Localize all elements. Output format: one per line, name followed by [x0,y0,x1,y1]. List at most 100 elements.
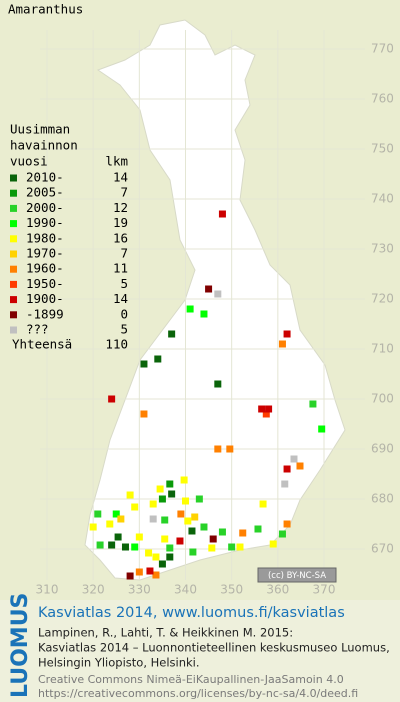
x-tick-label: 320 [82,583,105,597]
legend-swatch [10,204,17,212]
observation [214,290,222,298]
legend-count: 16 [113,230,128,245]
license-line: https://creativecommons.org/licenses/by-… [38,687,358,700]
observation [131,543,139,551]
legend-swatch [10,280,17,288]
observation [108,395,116,403]
observation [182,497,189,505]
legend-label: 1980- [26,230,64,245]
observation [121,543,129,551]
observation [156,485,164,493]
x-tick-label: 370 [313,583,336,597]
observation [318,425,326,433]
observation [149,515,157,523]
license-badge: (cc) BY-NC-SA [268,571,326,581]
observation [188,527,196,535]
observation [166,544,174,552]
observation [154,355,162,363]
legend-swatch [10,250,17,258]
observation [228,543,236,551]
legend-swatch [10,235,17,243]
legend-label: ??? [26,322,49,337]
legend-count: 5 [120,276,128,291]
legend-title: havainnon [10,138,78,153]
license-badge-box [257,567,337,583]
legend-swatch [10,296,17,304]
observation [161,516,169,524]
footer: Lampinen, R., Lahti, T. & Heikkinen M. 2… [38,626,390,701]
observation [112,510,120,518]
x-tick-label: 360 [266,583,289,597]
observation [236,543,244,551]
observation [152,553,160,561]
legend-swatch [10,174,17,182]
observation [214,380,222,388]
legend-label: 1950- [26,276,64,291]
legend-swatch [10,220,17,228]
observation [278,340,286,348]
observation [283,465,291,473]
observation [135,533,143,541]
legend-count: 19 [113,215,128,230]
observation [259,500,267,508]
y-tick-label: 770 [371,42,394,56]
observation [200,310,208,318]
observation [265,405,273,413]
observation [208,544,216,552]
x-tick-label: 310 [36,583,59,597]
observation [209,535,217,543]
legend-count: 5 [120,322,128,337]
legend-count: 14 [113,291,128,306]
observation [290,455,298,463]
observation [296,462,304,470]
legend-label: 2000- [26,200,64,215]
observation [96,541,104,549]
observation [258,405,266,413]
observation [106,520,114,528]
observation [189,548,197,556]
y-tick-label: 730 [371,242,394,256]
observation [126,572,134,580]
legend-swatch [10,265,17,273]
x-tick-label: 340 [174,583,197,597]
legend-total-label: Yhteensä [12,337,72,352]
y-tick-label: 760 [371,92,394,106]
observation [218,528,226,536]
license-line: Creative Commons Nimeä-EiKaupallinen-Jaa… [38,673,344,686]
legend-count: 7 [120,185,128,200]
observation [146,567,154,575]
observation [186,305,194,313]
observation [149,500,157,508]
observation [254,525,262,533]
observation [283,330,291,338]
observation [218,210,226,218]
legend-label: 2010- [26,170,64,185]
observation [200,523,208,531]
observation [89,523,97,531]
x-tick-label: 350 [220,583,243,597]
observation [140,410,148,418]
observation [205,285,213,293]
observation [283,520,291,528]
observation [158,495,166,503]
citation-line: Lampinen, R., Lahti, T. & Heikkinen M. 2… [38,626,293,640]
legend-label: 2005- [26,185,64,200]
observation [309,400,317,408]
y-tick-label: 720 [371,292,394,306]
observation [152,571,160,579]
observation [135,568,143,576]
legend-count: 14 [113,170,128,185]
observation [158,560,166,568]
legend-swatch [10,189,17,197]
observation [161,535,169,543]
observation [191,513,199,521]
y-tick-label: 670 [371,542,394,556]
y-tick-label: 740 [371,192,394,206]
legend-label: -1899 [26,306,64,321]
observation [117,515,125,523]
observation [131,503,139,511]
observation [177,510,185,518]
